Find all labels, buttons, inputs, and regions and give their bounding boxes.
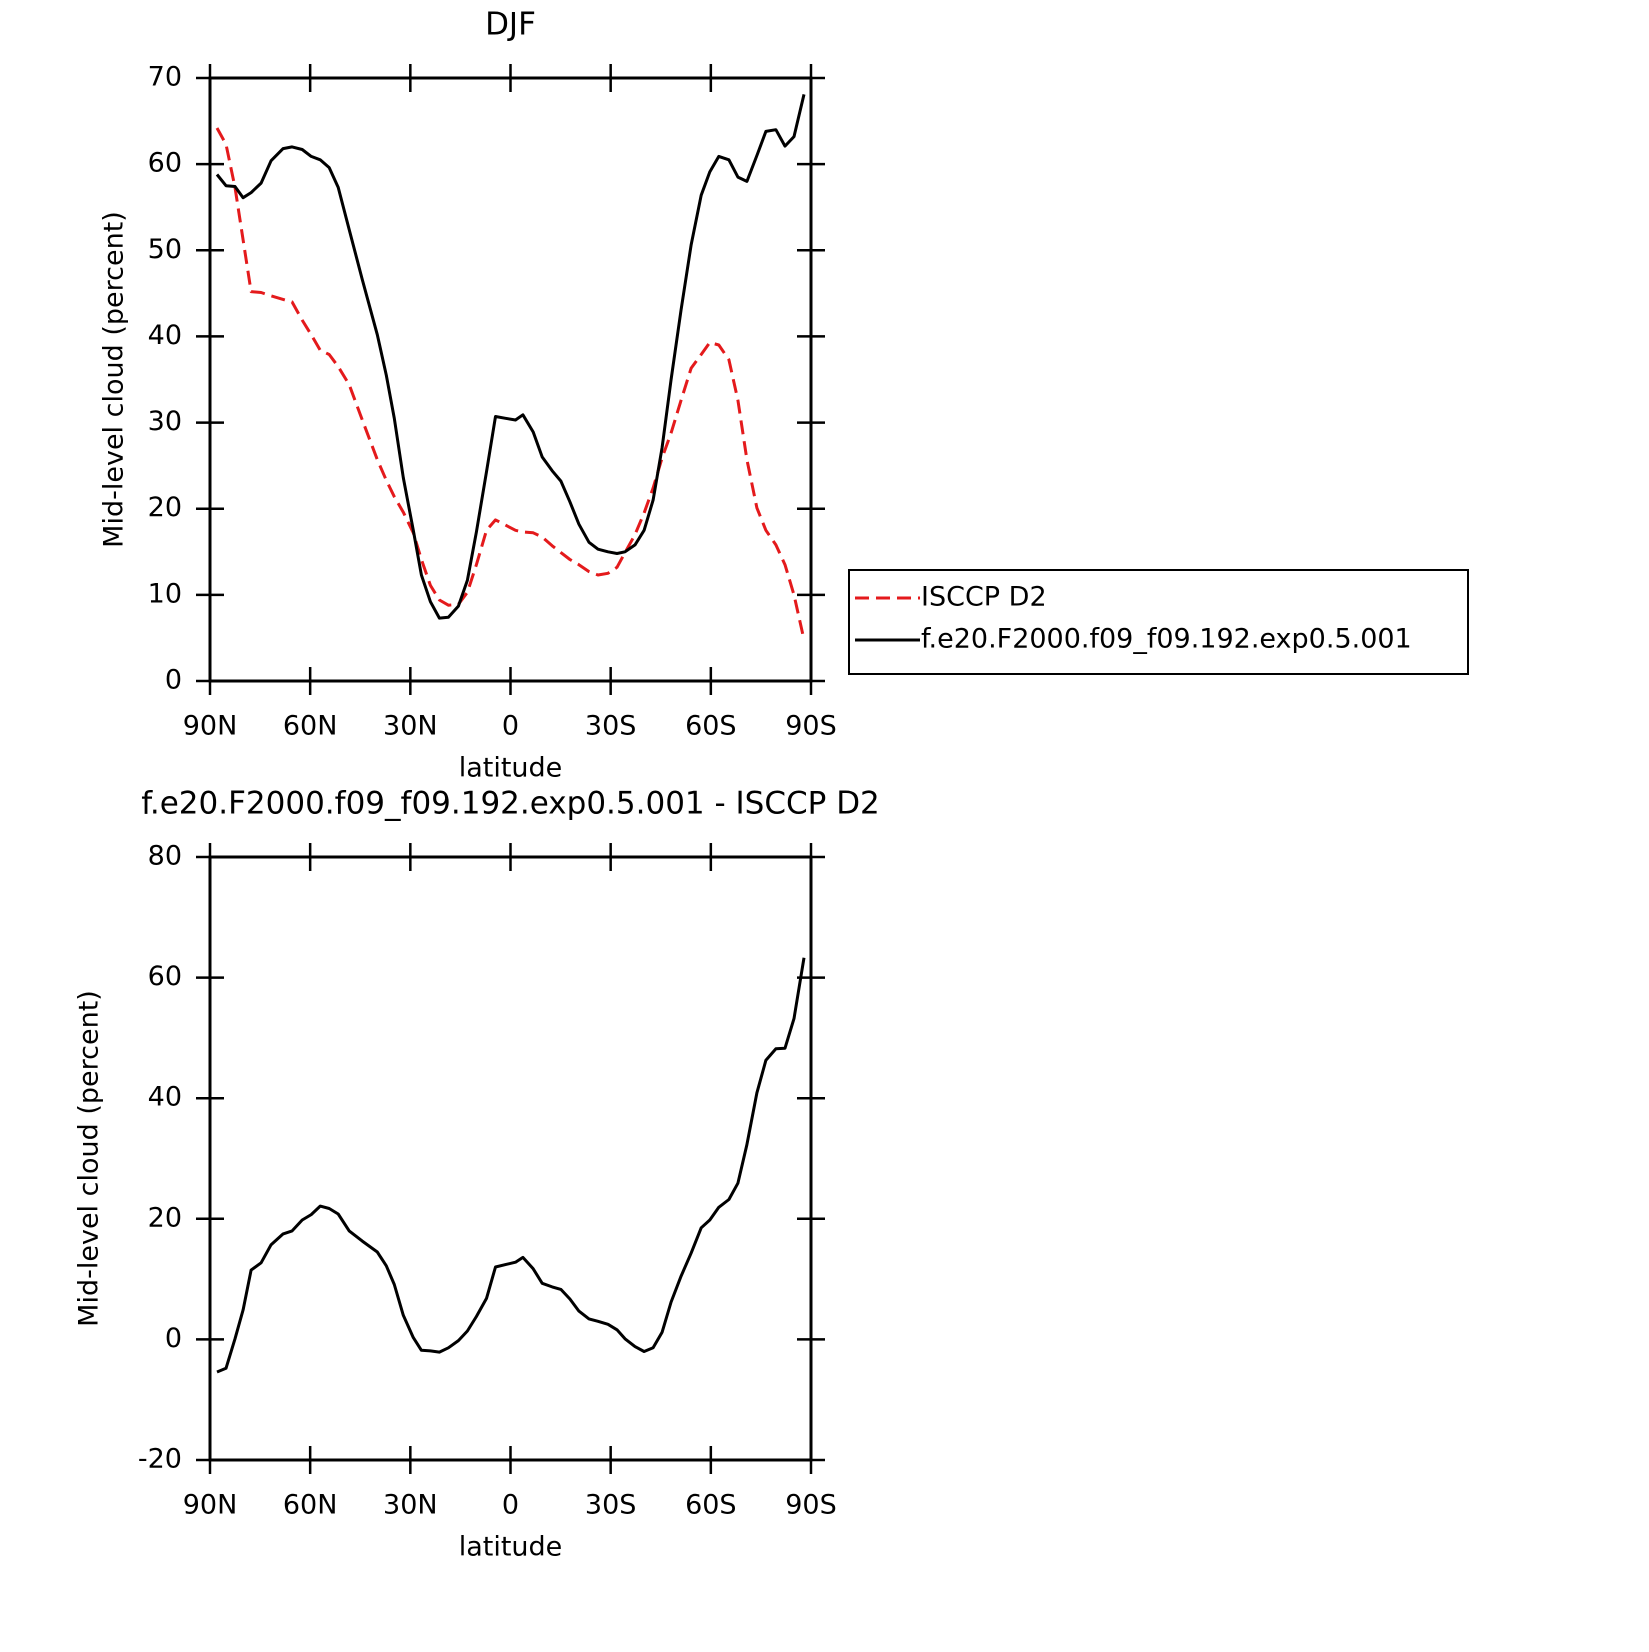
- x-tick-label: 60N: [283, 711, 338, 742]
- data-line: [215, 127, 806, 641]
- y-tick-label: 0: [165, 1323, 182, 1354]
- y-tick-label: 40: [148, 320, 182, 351]
- y-tick-label: 10: [148, 578, 182, 609]
- y-tick-label: -20: [138, 1444, 182, 1475]
- x-tick-label: 60S: [685, 1490, 737, 1521]
- y-tick-label: 80: [148, 841, 182, 872]
- x-tick-label: 0: [502, 711, 519, 742]
- x-axis-label: latitude: [459, 753, 563, 784]
- plot-frame: [208, 76, 813, 683]
- plot-frame: [208, 855, 813, 1462]
- chart-title: f.e20.F2000.f09_f09.192.exp0.5.001 - ISC…: [141, 786, 880, 822]
- data-line: [216, 957, 806, 1374]
- y-tick-label: 20: [148, 492, 182, 523]
- y-tick-label: 40: [148, 1082, 182, 1113]
- x-tick-label: 60N: [283, 1490, 338, 1521]
- legend-label: f.e20.F2000.f09_f09.192.exp0.5.001: [921, 624, 1412, 655]
- legend-label: ISCCP D2: [921, 582, 1047, 613]
- x-tick-label: 90S: [785, 1490, 837, 1521]
- x-axis-label: latitude: [459, 1532, 563, 1563]
- x-tick-label: 90N: [183, 1490, 238, 1521]
- y-tick-label: 60: [148, 148, 182, 179]
- y-tick-label: 70: [148, 62, 182, 93]
- y-tick-label: 20: [148, 1202, 182, 1233]
- x-tick-label: 30S: [585, 1490, 637, 1521]
- x-tick-label: 90N: [183, 711, 238, 742]
- y-axis-label: Mid-level cloud (percent): [74, 990, 105, 1327]
- x-tick-label: 30N: [383, 711, 438, 742]
- chart-title: DJF: [485, 7, 536, 43]
- x-tick-label: 60S: [685, 711, 737, 742]
- legend: ISCCP D2 f.e20.F2000.f09_f09.192.exp0.5.0…: [848, 569, 1469, 675]
- data-line: [215, 94, 806, 620]
- y-axis-label: Mid-level cloud (percent): [99, 211, 130, 548]
- y-tick-label: 30: [148, 406, 182, 437]
- x-tick-label: 30N: [383, 1490, 438, 1521]
- y-tick-label: 0: [165, 665, 182, 696]
- x-tick-label: 90S: [785, 711, 837, 742]
- y-tick-label: 60: [148, 961, 182, 992]
- y-tick-label: 50: [148, 234, 182, 265]
- legend-box: [848, 569, 1469, 675]
- x-tick-label: 30S: [585, 711, 637, 742]
- x-tick-label: 0: [502, 1490, 519, 1521]
